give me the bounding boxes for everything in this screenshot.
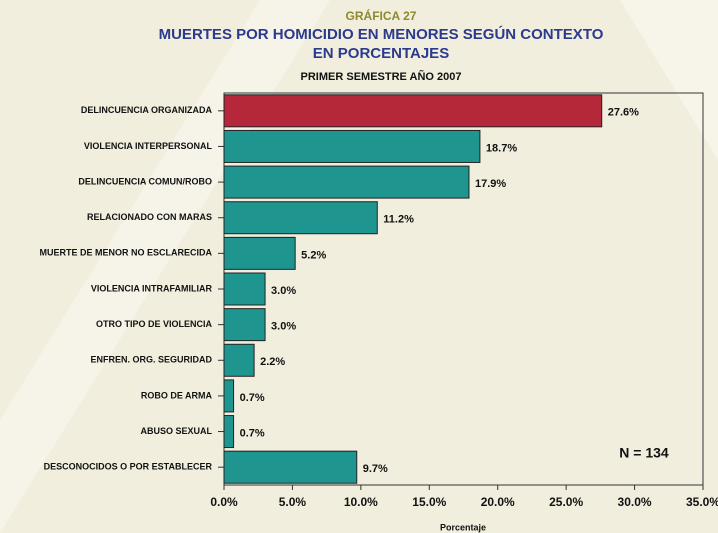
bar (223, 165, 470, 199)
y-tick-label: ABUSO SEXUAL (140, 426, 212, 436)
data-label: 0.7% (240, 392, 265, 404)
subtitle: PRIMER SEMESTRE AÑO 2007 (301, 70, 462, 83)
bar (223, 236, 296, 270)
bar (223, 272, 266, 306)
data-label: 17.9% (475, 178, 506, 190)
chart-title: MUERTES POR HOMICIDIO EN MENORES SEGÚN C… (159, 25, 604, 43)
x-tick-label: 15.0% (412, 495, 446, 509)
x-tick-label: 0.0% (210, 495, 238, 509)
y-tick-label: ENFREN. ORG. SEGURIDAD (90, 355, 212, 365)
bar (223, 201, 378, 235)
y-tick-label: DELINCUENCIA COMUN/ROBO (78, 176, 212, 186)
bar (223, 450, 358, 484)
data-label: 18.7% (486, 142, 517, 154)
y-tick-label: VIOLENCIA INTRAFAMILIAR (91, 283, 213, 293)
x-tick-label: 20.0% (481, 495, 515, 509)
y-tick-label: DESCONOCIDOS O POR ESTABLECER (44, 462, 213, 472)
y-tick-label: OTRO TIPO DE VIOLENCIA (96, 319, 213, 329)
bar (223, 415, 235, 449)
x-tick-label: 10.0% (344, 495, 378, 509)
x-tick-label: 5.0% (279, 495, 307, 509)
y-tick-label: DELINCUENCIA ORGANIZADA (81, 105, 213, 115)
data-label: 11.2% (383, 214, 414, 226)
y-tick-label: VIOLENCIA INTERPERSONAL (84, 141, 213, 151)
x-tick-label: 25.0% (549, 495, 583, 509)
data-label: 5.2% (301, 249, 326, 261)
annotation: N = 134 (619, 445, 669, 461)
background-stripe (620, 0, 718, 160)
supertitle: GRÁFICA 27 (346, 8, 417, 23)
bar (223, 129, 481, 163)
data-label: 0.7% (240, 427, 265, 439)
bar (223, 379, 235, 413)
data-label: 9.7% (363, 463, 388, 475)
bar (223, 94, 603, 128)
data-label: 2.2% (260, 356, 285, 368)
chart-title: EN PORCENTAJES (313, 45, 449, 62)
y-tick-label: ROBO DE ARMA (141, 390, 213, 400)
y-tick-label: MUERTE DE MENOR NO ESCLARECIDA (39, 248, 212, 258)
y-tick-label: RELACIONADO CON MARAS (87, 212, 212, 222)
bar (223, 308, 266, 342)
data-label: 3.0% (271, 321, 296, 333)
x-tick-label: 35.0% (686, 495, 718, 509)
x-tick-label: 30.0% (618, 495, 652, 509)
data-label: 27.6% (608, 107, 639, 119)
bar (223, 343, 255, 377)
data-label: 3.0% (271, 285, 296, 297)
x-axis-label: Porcentaje (440, 522, 486, 532)
